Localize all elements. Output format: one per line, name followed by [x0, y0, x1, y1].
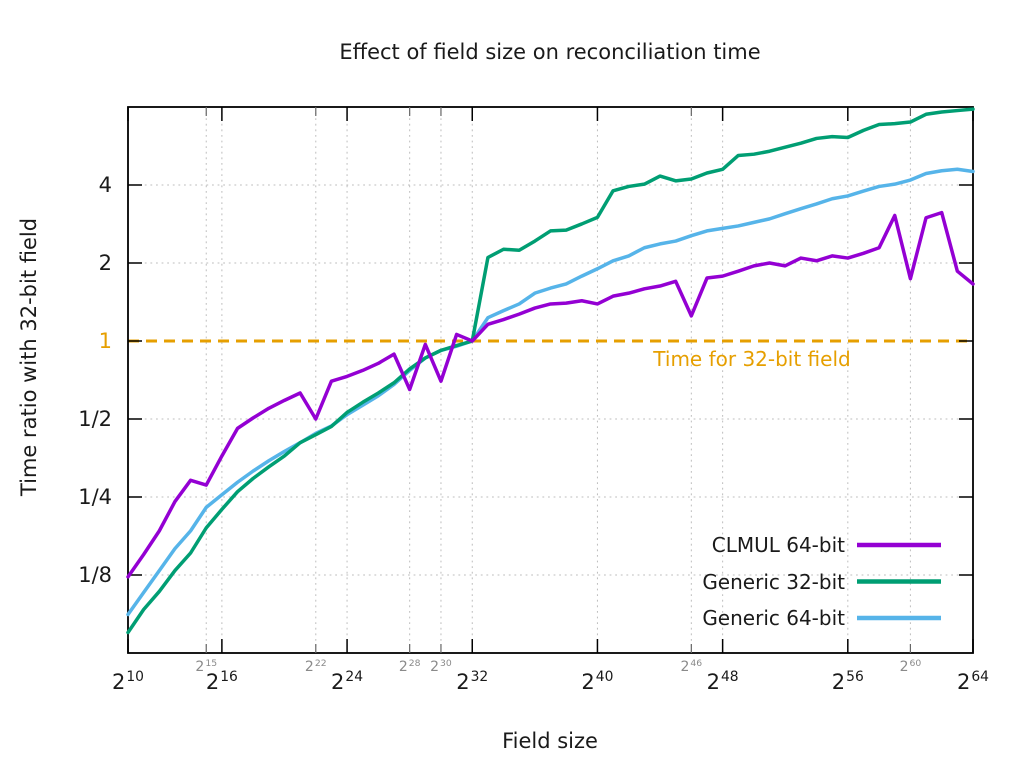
x-tick-label-minor: 222	[304, 657, 327, 675]
curve-generic-64-bit	[126, 167, 975, 617]
x-tick-label: 256	[831, 669, 864, 694]
x-tick-label: 248	[706, 669, 739, 694]
x-tick-label: 224	[331, 669, 364, 694]
x-tick-label: 216	[205, 669, 238, 694]
chart-title: Effect of field size on reconciliation t…	[339, 40, 761, 64]
y-tick-label: 2	[98, 251, 112, 275]
y-tick-label: 1/8	[78, 563, 112, 587]
x-tick-label: 264	[956, 669, 990, 694]
x-tick-label-minor: 228	[398, 657, 421, 675]
y-tick-label: 4	[98, 173, 112, 197]
legend-label: CLMUL 64-bit	[711, 533, 845, 557]
x-tick-label-minor: 260	[899, 657, 922, 675]
y-tick-label: 1	[98, 329, 112, 353]
legend-label: Generic 64-bit	[702, 606, 845, 630]
x-axis-title: Field size	[502, 729, 598, 753]
y-tick-label: 1/2	[78, 407, 112, 431]
curve-clmul-64-bit	[126, 210, 975, 579]
x-tick-label-minor: 230	[430, 657, 452, 675]
x-tick-label-minor: 246	[680, 657, 703, 675]
reference-line-label: Time for 32-bit field	[653, 347, 851, 371]
plot-frame	[127, 106, 974, 654]
x-tick-label: 232	[456, 669, 489, 694]
curve-generic-32-bit	[126, 107, 975, 635]
x-tick-label: 240	[581, 669, 614, 694]
legend-label: Generic 32-bit	[702, 569, 845, 594]
x-tick-label-minor: 215	[195, 657, 218, 675]
x-tick-label: 210	[111, 669, 145, 694]
y-tick-label: 1/4	[78, 485, 112, 509]
